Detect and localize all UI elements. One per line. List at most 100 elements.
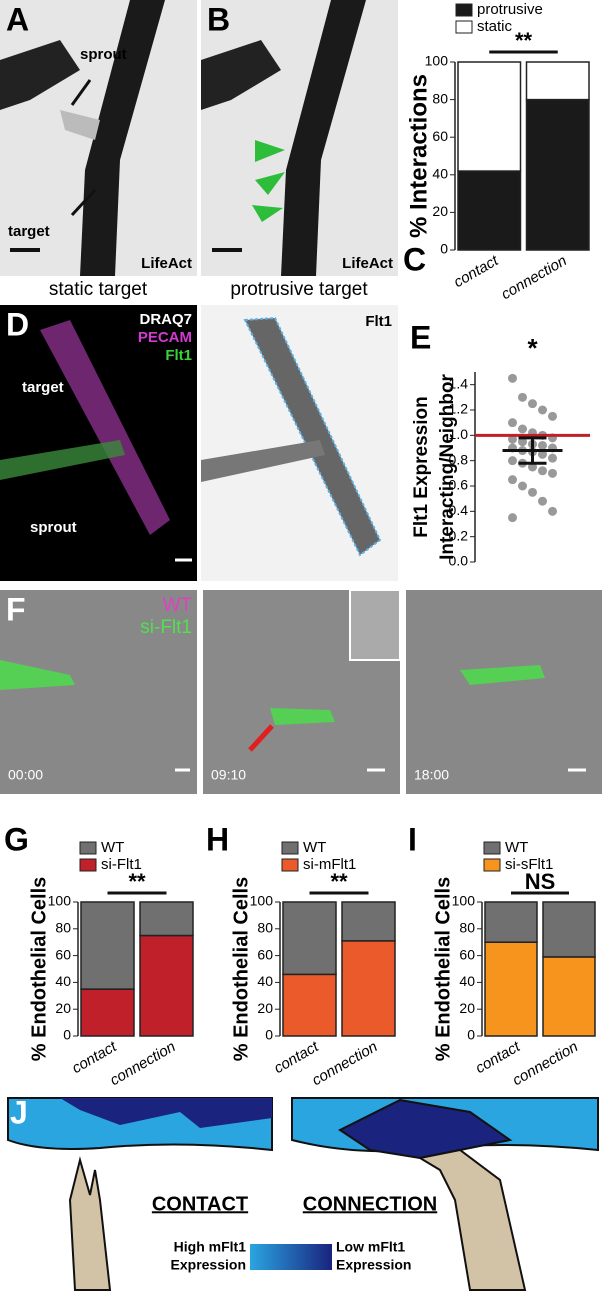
cell xyxy=(243,316,382,557)
cell xyxy=(80,0,165,276)
dot xyxy=(518,424,527,434)
panel-letter: I xyxy=(408,821,417,857)
x-tick-label: contact xyxy=(451,252,502,291)
y-axis-label: % Endothelial Cells xyxy=(230,877,252,1061)
label: Flt1 xyxy=(165,347,192,364)
label: Low mFlt1 xyxy=(336,1239,405,1255)
cell xyxy=(0,440,125,480)
timestamp: 00:00 xyxy=(8,767,43,783)
y-axis-label: Flt1 Expression xyxy=(411,396,432,538)
sprout xyxy=(417,1148,527,1291)
label: target xyxy=(8,223,50,240)
y-tick-label: 80 xyxy=(459,920,475,936)
label: CONTACT xyxy=(152,1193,248,1215)
dot xyxy=(528,399,537,409)
arrow xyxy=(248,724,274,752)
dot xyxy=(548,453,557,463)
y-tick-label: 0.8 xyxy=(449,451,469,467)
sprout xyxy=(68,1156,112,1291)
y-tick-label: 60 xyxy=(257,946,273,962)
bar-segment xyxy=(139,901,194,937)
legend-label: WT xyxy=(303,839,326,856)
bar-segment xyxy=(457,61,522,172)
y-tick-label: 40 xyxy=(432,166,448,182)
error-bar xyxy=(518,436,547,465)
dot xyxy=(508,418,517,428)
y-tick-label: 0 xyxy=(265,1027,273,1043)
x-tick-label: connection xyxy=(498,252,569,303)
y-tick-label: 0.2 xyxy=(449,527,469,543)
significance: NS xyxy=(525,869,556,894)
bar-segment xyxy=(341,901,396,942)
dot xyxy=(538,496,547,506)
legend-swatch xyxy=(79,858,97,872)
dot xyxy=(528,462,537,472)
legend-swatch xyxy=(483,858,501,872)
arrow xyxy=(70,79,92,106)
caption: static target xyxy=(49,279,148,300)
legend-label: si-Flt1 xyxy=(101,856,142,873)
label: DRAQ7 xyxy=(139,311,192,328)
significance: * xyxy=(527,333,538,363)
bar-segment xyxy=(484,941,538,1037)
y-tick-label: 100 xyxy=(250,893,274,909)
y-tick-label: 80 xyxy=(55,920,71,936)
label: PECAM xyxy=(138,329,192,346)
bar-segment xyxy=(457,170,522,251)
label: High mFlt1 xyxy=(174,1239,247,1255)
panel-b: B LifeAct protrusive target xyxy=(201,0,398,300)
y-tick-label: 60 xyxy=(55,946,71,962)
significance: ** xyxy=(330,869,348,894)
y-tick-label: 0 xyxy=(467,1027,475,1043)
cell xyxy=(201,40,281,110)
bar-segment xyxy=(282,973,337,1037)
label: Expression xyxy=(336,1257,411,1273)
cell xyxy=(270,708,335,725)
dot xyxy=(538,405,547,415)
y-axis-label: % Interactions xyxy=(405,74,432,238)
bar-segment xyxy=(542,901,596,958)
legend-label: WT xyxy=(101,839,124,856)
legend-swatch xyxy=(455,20,473,34)
timestamp: 09:10 xyxy=(211,767,246,783)
label: sprout xyxy=(80,46,127,63)
label: sprout xyxy=(30,519,77,536)
dot xyxy=(508,373,517,383)
panel-letter: B xyxy=(207,1,230,37)
timestamp: 18:00 xyxy=(414,767,449,783)
bar-segment xyxy=(341,940,396,1037)
micrograph xyxy=(406,590,602,794)
cell xyxy=(201,440,325,482)
y-tick-label: 60 xyxy=(432,128,448,144)
panel-letter: C xyxy=(403,241,426,277)
bar-segment xyxy=(80,901,135,990)
y-tick-label: 40 xyxy=(55,973,71,989)
x-tick-label: connection xyxy=(510,1038,581,1089)
significance: ** xyxy=(515,28,533,53)
panel-letter: G xyxy=(4,821,29,857)
y-tick-label: 20 xyxy=(459,1000,475,1016)
y-tick-label: 20 xyxy=(55,1000,71,1016)
panel-letter: J xyxy=(10,1094,28,1130)
cell xyxy=(0,40,80,110)
panel-letter: D xyxy=(6,306,29,342)
significance: ** xyxy=(128,869,146,894)
cell xyxy=(460,665,545,685)
y-tick-label: 40 xyxy=(459,973,475,989)
vessel xyxy=(338,1098,513,1160)
y-tick-label: 20 xyxy=(432,203,448,219)
vessel xyxy=(60,1098,272,1128)
y-tick-label: 1.0 xyxy=(449,426,469,442)
y-axis-label: % Endothelial Cells xyxy=(28,877,50,1061)
bar-segment xyxy=(525,61,590,101)
bar-segment xyxy=(80,988,135,1037)
legend-label: static xyxy=(477,18,513,35)
y-axis-label: Interacting/Neighbor xyxy=(437,374,458,560)
legend-swatch xyxy=(483,841,501,855)
dot xyxy=(518,392,527,402)
label: CONNECTION xyxy=(303,1193,437,1215)
bar-segment xyxy=(139,934,194,1037)
dot xyxy=(528,487,537,497)
y-tick-label: 0 xyxy=(63,1027,71,1043)
